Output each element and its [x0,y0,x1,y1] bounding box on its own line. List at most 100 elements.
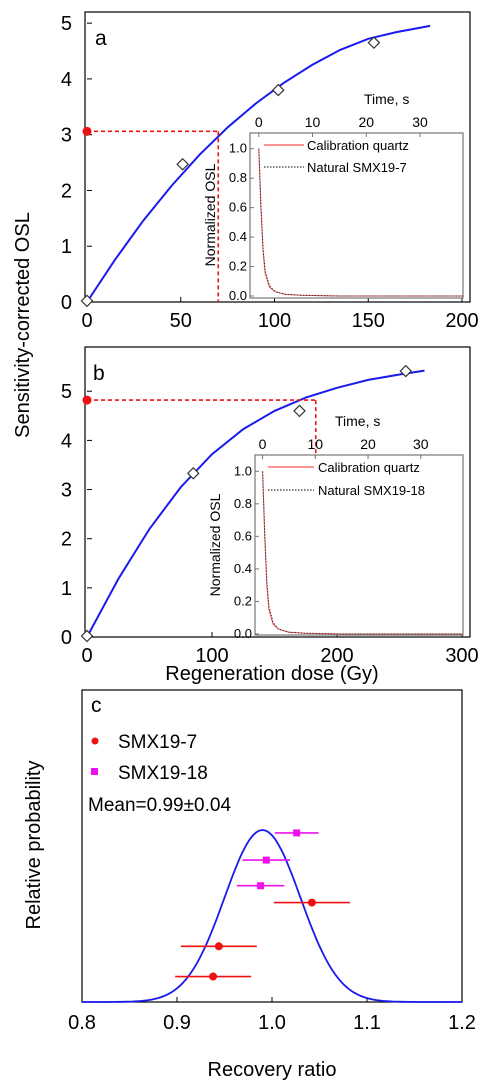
b-inset-y-tick-label: 0.4 [234,561,252,576]
panel-c-legend-marker-2 [91,768,98,775]
b-inset-x-tick-label: 30 [413,436,429,452]
b-inset-x-tick-label: 0 [259,436,267,452]
panel-b-inset-axes: 0 10 20 30 0.0 0.2 0.4 0.6 0.8 1.0 [234,436,429,641]
panel-c-axes: 0.8 0.9 1.0 1.1 1.2 [68,997,476,1034]
c-x-tick-label: 0.9 [163,1012,191,1034]
panel-b-inset: 0 10 20 30 0.0 0.2 0.4 0.6 0.8 1.0 Time, s Normal… [207,413,464,641]
a-inset-y-tick-label: 0.8 [229,170,247,185]
b-y-tick-label: 1 [61,578,72,600]
a-x-tick-label: 100 [258,310,291,332]
b-inset-decay-curve [262,471,463,635]
a-inset-y-tick-label: 1.0 [229,141,247,156]
b-y-tick-label: 5 [61,381,72,403]
panel-c-gaussian-curve [82,829,462,1003]
panel-c-mean-annotation: Mean=0.99±0.04 [88,795,231,816]
panel-a-inset-legend-2: Natural SMX19-7 [307,160,407,175]
a-x-tick-label: 50 [170,310,192,332]
a-inset-y-tick-label: 0.6 [229,200,247,215]
b-x-tick-label: 100 [195,645,228,667]
panel-c-legend-2: SMX19-18 [118,763,208,784]
panel-b-inset-xlabel: Time, s [335,413,380,429]
panel-c: 0.8 0.9 1.0 1.1 1.2 c SMX19-7 SMX19-18 Mean=… [23,689,476,1081]
c-x-tick-label: 1.1 [353,1012,381,1034]
a-inset-x-tick-label: 10 [305,114,321,130]
panel-b: 0 100 200 300 0 1 2 3 4 5 b 0 10 20 30 0.0 0.2 0.4 0.6 0.… [61,346,479,667]
b-y-tick-label: 3 [61,480,72,502]
panel-a-label: a [95,27,107,50]
b-regeneration-point [186,466,200,480]
panel-a: 0 50 100 150 200 0 1 2 3 4 5 a 0 10 20 30 0.0 0.2 0.4 0.6… [61,11,479,332]
a-inset-y-tick-label: 0.2 [229,259,247,274]
a-y-tick-label: 2 [61,180,72,202]
panel-a-inset: 0 10 20 30 0.0 0.2 0.4 0.6 0.8 1.0 Time, s Normal… [202,91,464,303]
panel-b-regeneration-points [80,364,413,643]
a-inset-x-tick-label: 0 [255,114,263,130]
panel-a-growth-curve [86,24,431,303]
b-regeneration-point [293,404,306,418]
panel-b-frame [84,346,471,638]
b-inset-y-tick-label: 0.8 [234,496,252,511]
a-x-tick-label: 200 [445,310,478,332]
panel-a-inset-ylabel: Normalized OSL [202,163,218,266]
a-y-tick-label: 1 [61,236,72,258]
a-inset-decay-curve [258,148,463,297]
c-point-smx19-18 [293,829,301,837]
b-inset-y-tick-label: 0.0 [234,626,252,641]
panel-a-frame [84,11,471,303]
b-natural-signal-marker [82,395,92,405]
panel-c-x-axis-label: Recovery ratio [208,1059,337,1081]
a-y-tick-label: 5 [61,13,72,35]
b-y-tick-label: 2 [61,529,72,551]
a-regeneration-point [176,157,189,171]
panel-c-y-axis-label: Relative probability [23,761,45,930]
b-regeneration-point [80,629,94,643]
b-x-tick-label: 200 [320,645,353,667]
b-regeneration-point [399,364,413,378]
b-inset-x-tick-label: 20 [360,436,376,452]
b-inset-y-tick-label: 0.2 [234,593,252,608]
panel-a-de-lines [82,126,220,302]
panel-a-regeneration-points [80,36,381,308]
panel-b-inset-legend-2: Natural SMX19-18 [318,483,425,498]
a-x-tick-label: 0 [81,310,92,332]
b-inset-y-tick-label: 1.0 [234,463,252,478]
b-y-tick-label: 4 [61,430,72,452]
c-point-smx19-7 [214,942,223,951]
b-inset-x-tick-label: 10 [308,436,324,452]
a-regeneration-point [80,294,94,308]
c-x-tick-label: 0.8 [68,1012,96,1034]
c-point-smx19-18 [257,882,265,890]
a-inset-x-tick-label: 20 [358,114,374,130]
a-y-tick-label: 4 [61,69,72,91]
b-x-tick-label: 300 [445,645,478,667]
panel-b-inset-ylabel: Normalized OSL [207,493,223,596]
panel-b-inset-frame [254,454,464,636]
panel-b-inset-curves [262,471,463,635]
panel-a-inset-legend-1: Calibration quartz [307,138,409,153]
panel-c-points [175,829,350,981]
a-y-tick-label: 3 [61,125,72,147]
c-point-smx19-7 [307,898,316,907]
panel-b-x-axis-label: Regeneration dose (Gy) [165,663,378,685]
c-point-smx19-18 [262,856,270,864]
a-inset-x-tick-label: 30 [412,114,428,130]
a-natural-signal-marker [82,126,92,136]
a-inset-y-tick-label: 0.0 [229,288,247,303]
a-regeneration-point [271,83,285,97]
shared-y-axis-label: Sensitivity-corrected OSL [12,212,34,438]
panel-b-inset-legend-1: Calibration quartz [318,460,420,475]
a-regeneration-point [367,36,381,50]
a-y-tick-label: 0 [61,292,72,314]
panel-c-legend-marker-1 [91,737,99,745]
b-inset-y-tick-label: 0.6 [234,528,252,543]
panel-a-inset-axes: 0 10 20 30 0.0 0.2 0.4 0.6 0.8 1.0 [229,114,428,303]
a-inset-y-tick-label: 0.4 [229,229,247,244]
panel-b-growth-curve [86,369,425,638]
a-x-tick-label: 150 [352,310,385,332]
c-x-tick-label: 1.0 [258,1012,286,1034]
panel-a-inset-curves [258,148,463,297]
panel-c-label: c [91,694,102,717]
